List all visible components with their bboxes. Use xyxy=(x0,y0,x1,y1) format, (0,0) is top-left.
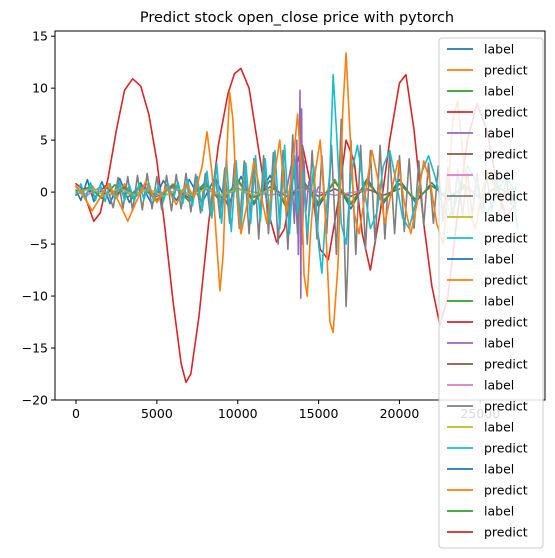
y-tick-label: 15 xyxy=(32,29,48,44)
y-tick-label: −10 xyxy=(22,289,48,304)
y-tick-label: 10 xyxy=(32,81,48,96)
legend-entry-label: label xyxy=(484,252,514,267)
x-tick-label: 5000 xyxy=(141,406,173,421)
x-tick-label: 0 xyxy=(72,406,80,421)
legend-entry-label: label xyxy=(484,84,514,99)
legend-entry-predict: predict xyxy=(484,105,528,120)
legend-entry-predict: predict xyxy=(484,399,528,414)
legend-entry-predict: predict xyxy=(484,315,528,330)
legend-entry-predict: predict xyxy=(484,525,528,540)
chart-title: Predict stock open_close price with pyto… xyxy=(140,10,454,26)
y-tick-label: −15 xyxy=(22,341,48,356)
legend-entry-label: label xyxy=(484,126,514,141)
y-tick-label: −20 xyxy=(22,393,48,408)
legend-entry-predict: predict xyxy=(484,63,528,78)
legend-entry-predict: predict xyxy=(484,273,528,288)
y-tick-label: 5 xyxy=(40,133,48,148)
y-tick-label: −5 xyxy=(30,237,48,252)
legend-entry-label: label xyxy=(484,336,514,351)
legend-entry-predict: predict xyxy=(484,189,528,204)
legend-entry-predict: predict xyxy=(484,231,528,246)
legend-entry-label: label xyxy=(484,504,514,519)
legend-entry-predict: predict xyxy=(484,147,528,162)
legend-entry-label: label xyxy=(484,378,514,393)
legend-entry-label: label xyxy=(484,210,514,225)
legend-entry-label: label xyxy=(484,462,514,477)
legend-entry-label: label xyxy=(484,42,514,57)
legend-entry-label: label xyxy=(484,294,514,309)
legend: label predict label predict label predict labe… xyxy=(439,38,543,548)
x-tick-label: 20000 xyxy=(380,406,420,421)
y-tick-label: 0 xyxy=(40,185,48,200)
x-tick-label: 15000 xyxy=(299,406,339,421)
legend-entry-label: label xyxy=(484,420,514,435)
legend-entry-label: label xyxy=(484,168,514,183)
legend-entry-predict: predict xyxy=(484,441,528,456)
legend-entry-predict: predict xyxy=(484,483,528,498)
x-tick-label: 10000 xyxy=(218,406,258,421)
legend-entry-predict: predict xyxy=(484,357,528,372)
